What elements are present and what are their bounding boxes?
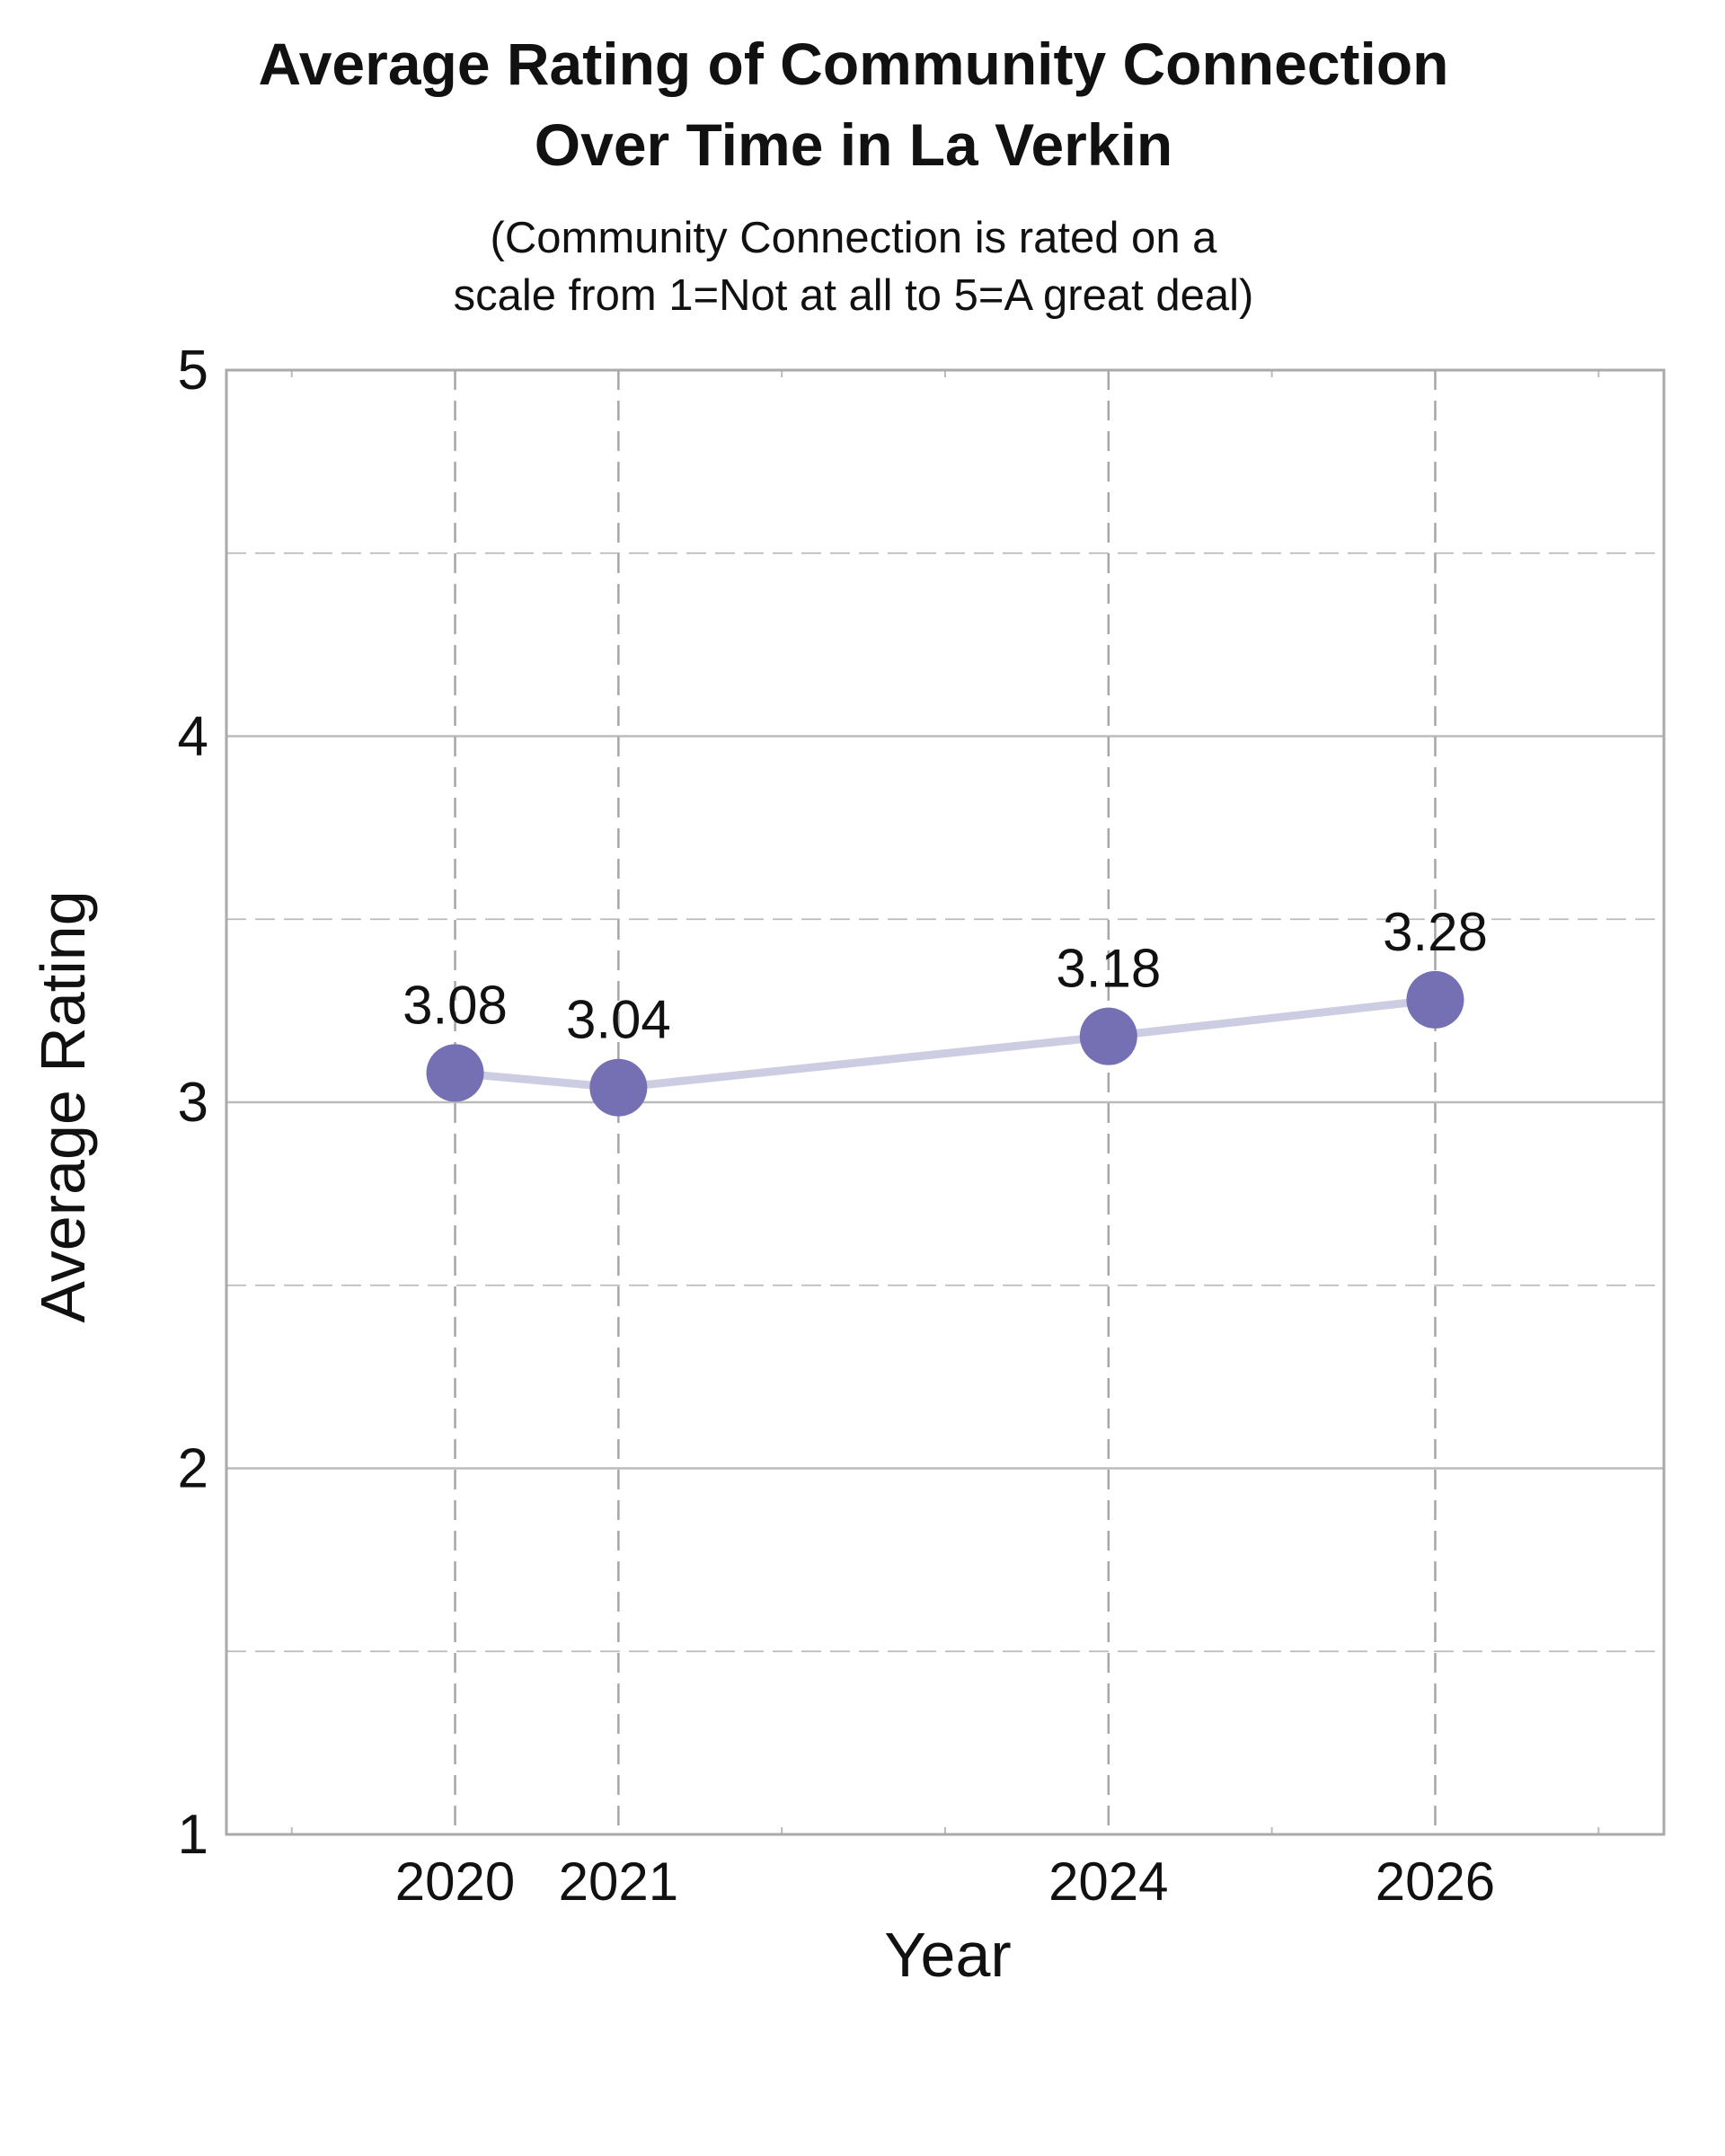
plot-frame — [225, 368, 1666, 1836]
tick-layer: 2020 2021 2024 2026 1 2 3 4 5 — [178, 340, 1496, 1912]
x-tick-label: 2021 — [559, 1851, 678, 1912]
grid-layer — [226, 370, 1664, 1834]
chart-title-line-1: Average Rating of Community Connection — [258, 31, 1449, 97]
data-label: 3.28 — [1383, 902, 1488, 962]
y-tick-label: 5 — [178, 340, 208, 402]
data-point-marker — [1406, 970, 1464, 1029]
x-tick-label: 2020 — [395, 1851, 515, 1912]
x-tick-label: 2026 — [1376, 1851, 1495, 1912]
data-label: 3.18 — [1056, 939, 1161, 999]
x-axis-title: Year — [884, 1920, 1011, 1990]
data-point-marker — [1079, 1007, 1137, 1065]
data-label: 3.08 — [402, 975, 508, 1035]
data-point-marker — [426, 1044, 484, 1102]
y-tick-label: 2 — [178, 1438, 208, 1500]
marker-layer — [426, 970, 1464, 1117]
series-line — [451, 995, 1439, 1092]
y-tick-label: 3 — [178, 1072, 208, 1134]
label-layer: 3.08 3.04 3.18 3.28 — [402, 902, 1488, 1050]
line-layer — [451, 995, 1439, 1092]
chart-title-line-2: Over Time in La Verkin — [534, 111, 1173, 178]
y-tick-label: 4 — [178, 706, 208, 768]
chart-subtitle: (Community Connection is rated on a scal… — [0, 209, 1707, 324]
y-tick-label: 1 — [178, 1804, 208, 1866]
data-point-marker — [589, 1058, 648, 1117]
data-label: 3.04 — [566, 990, 671, 1050]
y-axis-title: Average Rating — [28, 890, 98, 1322]
x-tick-label: 2024 — [1048, 1851, 1168, 1912]
chart-subtitle-line-1: (Community Connection is rated on a — [490, 214, 1217, 262]
chart-subtitle-line-2: scale from 1=Not at all to 5=A great dea… — [453, 271, 1254, 320]
chart-title: Average Rating of Community Connection O… — [0, 23, 1707, 185]
